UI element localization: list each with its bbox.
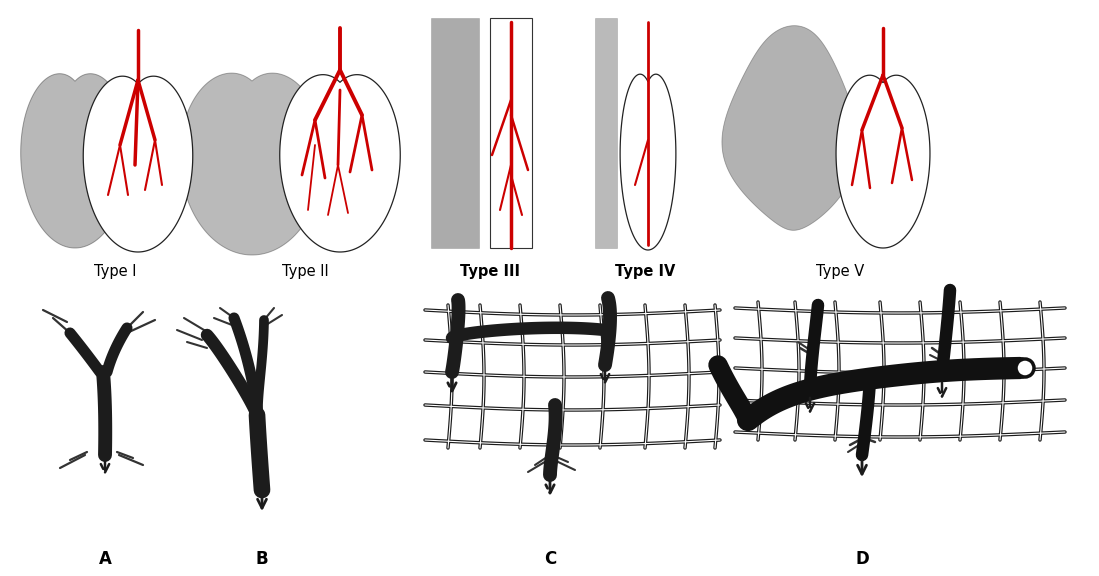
Text: D: D [855,550,869,568]
Polygon shape [280,75,400,252]
FancyBboxPatch shape [490,18,532,248]
Polygon shape [84,76,192,252]
Polygon shape [180,73,324,255]
Text: B: B [256,550,268,568]
Text: Type V: Type V [815,264,864,279]
Text: Type III: Type III [460,264,520,279]
FancyBboxPatch shape [595,18,617,248]
Polygon shape [836,75,930,248]
Text: Type I: Type I [93,264,136,279]
Text: C: C [544,550,556,568]
Polygon shape [21,74,130,248]
Text: Type II: Type II [281,264,329,279]
Text: A: A [99,550,111,568]
Text: Type IV: Type IV [614,264,675,279]
Polygon shape [620,74,676,250]
FancyBboxPatch shape [431,18,479,248]
Circle shape [1015,359,1034,377]
Polygon shape [722,26,858,230]
